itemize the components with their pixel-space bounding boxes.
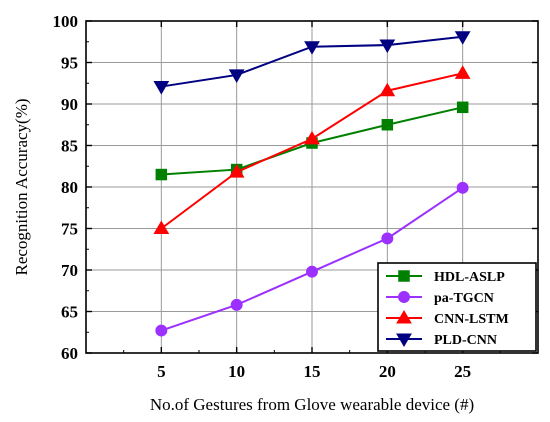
data-point — [156, 169, 167, 180]
x-tick-label: 10 — [228, 362, 245, 381]
y-tick-label: 60 — [61, 344, 78, 363]
y-tick-label: 70 — [61, 261, 78, 280]
data-point — [457, 102, 468, 113]
legend-label: HDL-ASLP — [434, 270, 505, 285]
data-point — [457, 182, 468, 193]
x-tick-label: 15 — [304, 362, 321, 381]
data-point — [154, 82, 168, 94]
legend-label: PLD-CNN — [434, 333, 497, 348]
data-point — [307, 266, 318, 277]
legend: HDL-ASLP pa-TGCN CNN-LSTM PLD-CNN — [378, 263, 536, 351]
legend-label: CNN-LSTM — [434, 312, 509, 327]
x-tick-label: 5 — [157, 362, 166, 381]
x-tick-label: 20 — [379, 362, 396, 381]
y-axis-title: Recognition Accuracy(%) — [12, 98, 31, 275]
y-tick-label: 80 — [61, 178, 78, 197]
data-point — [456, 66, 470, 78]
y-tick-label: 100 — [53, 12, 79, 31]
data-point — [231, 299, 242, 310]
x-tick-label: 25 — [454, 362, 471, 381]
data-point — [156, 325, 167, 336]
y-tick-label: 75 — [61, 220, 78, 239]
data-point — [382, 233, 393, 244]
legend-marker — [399, 292, 410, 303]
x-axis-title: No.of Gestures from Glove wearable devic… — [150, 395, 474, 414]
y-tick-label: 85 — [61, 137, 78, 156]
legend-label: pa-TGCN — [434, 291, 494, 306]
data-point — [382, 120, 393, 131]
y-tick-label: 95 — [61, 54, 78, 73]
data-point — [154, 222, 168, 234]
legend-marker — [399, 271, 410, 282]
y-tick-label: 65 — [61, 303, 78, 322]
y-tick-label: 90 — [61, 95, 78, 114]
